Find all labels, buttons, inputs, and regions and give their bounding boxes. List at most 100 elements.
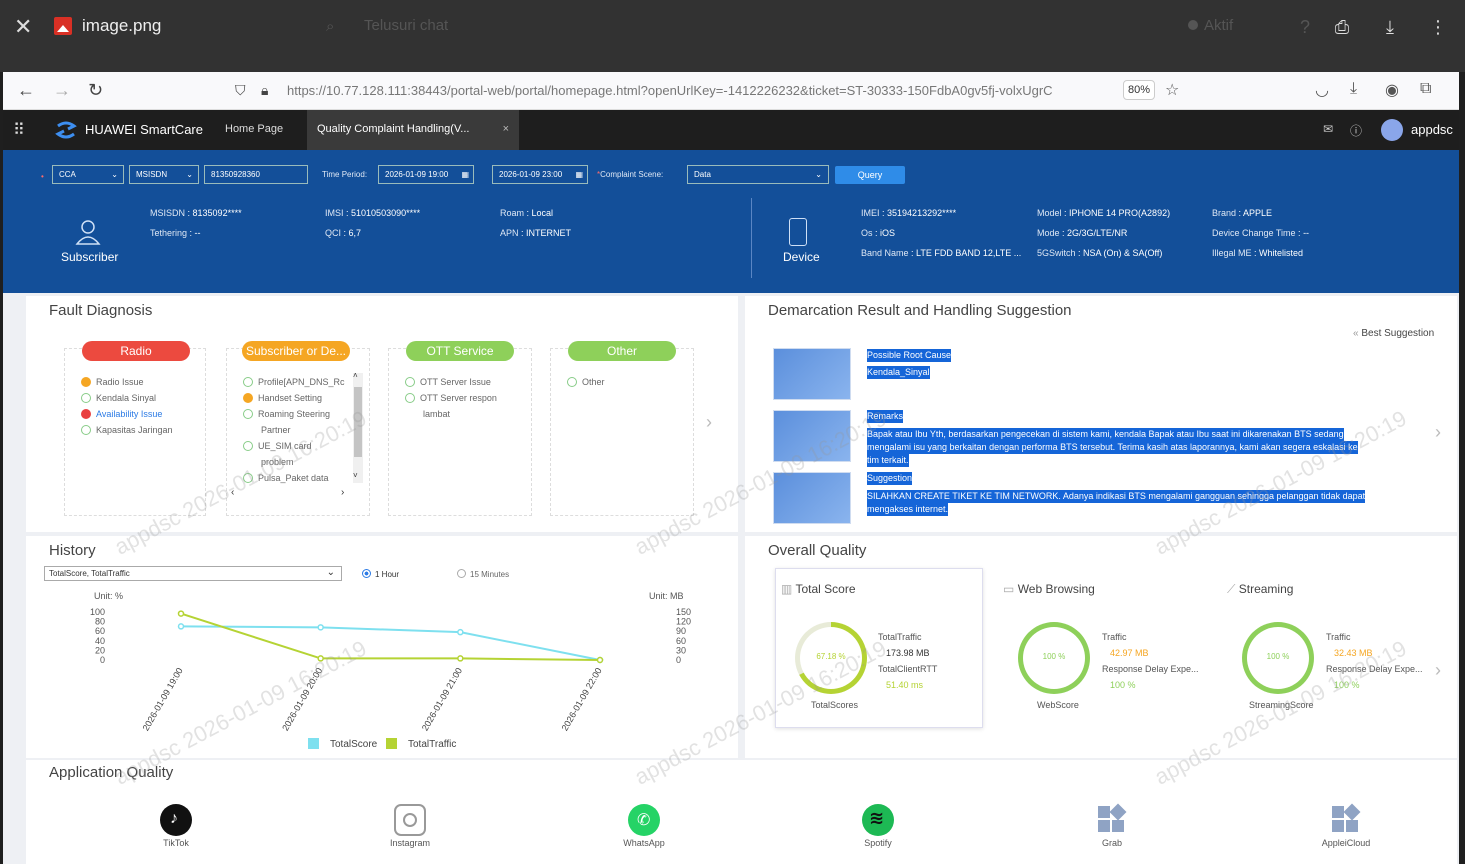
- next-arrow-icon[interactable]: ›: [706, 412, 712, 432]
- imsi-value: 51010503090****: [351, 208, 421, 218]
- data-point: [177, 610, 185, 617]
- trend-icon: ⟋: [1227, 582, 1236, 596]
- grab-icon[interactable]: [1096, 803, 1128, 836]
- quality-complaint-tab[interactable]: Quality Complaint Handling(V... ×: [307, 110, 519, 150]
- brand-info: Brand : APPLE: [1212, 208, 1273, 218]
- item-label: Roaming Steering: [258, 409, 331, 419]
- required-marker: •: [41, 172, 44, 181]
- item-label: Profile[APN_DNS_Rc: [258, 377, 345, 387]
- back-icon[interactable]: ←: [17, 80, 35, 100]
- radio-15minutes[interactable]: 15 Minutes: [457, 569, 509, 579]
- scroll-right-icon[interactable]: ›: [341, 487, 345, 498]
- time-from-input[interactable]: 2026-01-09 19:00 ▦: [378, 165, 474, 184]
- scroll-left-icon[interactable]: ‹: [231, 487, 235, 498]
- calendar-icon[interactable]: ▦: [461, 170, 469, 179]
- list-item: Kapasitas Jaringan: [81, 425, 173, 435]
- list-item: OTT Server respon: [405, 393, 497, 403]
- avatar[interactable]: [1381, 119, 1403, 141]
- pocket-icon[interactable]: ◡: [1315, 82, 1329, 99]
- list-item: Kendala Sinyal: [81, 393, 156, 403]
- time-to-input[interactable]: 2026-01-09 23:00 ▦: [492, 165, 588, 184]
- ott-service-pill[interactable]: OTT Service: [406, 341, 514, 361]
- close-tab-icon[interactable]: ×: [502, 123, 509, 135]
- item-label: UE_SIM card: [258, 441, 312, 451]
- download-icon[interactable]: ⤓: [1386, 17, 1394, 37]
- extensions-icon[interactable]: ⧉: [1420, 80, 1432, 97]
- whatsapp-icon[interactable]: ✆: [628, 804, 660, 836]
- spotify-icon[interactable]: ≋: [862, 804, 894, 836]
- image-viewer-bar: ✕ image.png ⌕ Telusuri chat Aktif ? ⎙ ⤓ …: [0, 0, 1465, 72]
- stream-traffic-key: Traffic: [1326, 632, 1351, 642]
- time-period-label: Time Period:: [322, 170, 368, 179]
- status-label: Aktif: [1204, 17, 1234, 34]
- metric-select-value: TotalScore, TotalTraffic: [49, 569, 130, 578]
- radio-1hour[interactable]: 1 Hour: [362, 569, 399, 579]
- mail-icon[interactable]: ✉: [1323, 122, 1334, 136]
- mode-key: Mode: [1037, 228, 1060, 238]
- instagram-icon[interactable]: [394, 804, 426, 836]
- remarks-illustration: [773, 410, 851, 462]
- msisdn-key: MSISDN: [150, 208, 186, 218]
- search-icon[interactable]: ⌕: [326, 18, 335, 35]
- list-item-cont: lambat: [423, 409, 451, 419]
- id-type-select[interactable]: MSISDN ⌄: [129, 165, 199, 184]
- tab-label: Quality Complaint Handling(V...: [317, 123, 470, 135]
- help-circle-icon[interactable]: ⓘ: [1350, 124, 1363, 138]
- complaint-scene-select[interactable]: Data ⌄: [687, 165, 829, 184]
- fault-diagnosis-panel: Fault Diagnosis Radio Issue Kendala Siny…: [26, 296, 738, 532]
- subscriber-device-pill[interactable]: Subscriber or De...: [242, 341, 350, 361]
- address-bar[interactable]: https://10.77.128.111:38443/portal-web/p…: [287, 83, 1053, 98]
- print-icon[interactable]: ⎙: [1334, 17, 1350, 37]
- account-icon[interactable]: ◉: [1385, 82, 1399, 99]
- vertical-scrollbar[interactable]: [353, 373, 363, 483]
- lock-icon[interactable]: 🔒︎: [261, 82, 269, 98]
- radio-pill[interactable]: Radio: [82, 341, 190, 361]
- next-arrow-icon[interactable]: ›: [1435, 422, 1441, 442]
- best-suggestion-label: Best Suggestion: [1361, 328, 1435, 339]
- shield-icon[interactable]: ⛉: [235, 82, 246, 98]
- query-button[interactable]: Query: [835, 166, 905, 184]
- msisdn-info: MSISDN : 8135092****: [150, 208, 242, 218]
- forward-icon[interactable]: →: [53, 80, 71, 100]
- web-delay-value: 100 %: [1110, 680, 1136, 690]
- image-file-icon: [54, 17, 72, 35]
- y-left-tick: 80: [95, 617, 105, 627]
- calendar-icon[interactable]: ▦: [575, 170, 583, 179]
- username[interactable]: appdsc: [1411, 122, 1453, 137]
- roam-value: Local: [531, 208, 554, 218]
- monitor-icon: ▭: [1003, 582, 1015, 596]
- close-icon[interactable]: ✕: [14, 14, 33, 39]
- imsi-key: IMSI: [325, 208, 344, 218]
- downloads-icon[interactable]: ⤓: [1350, 80, 1358, 97]
- msisdn-input[interactable]: 81350928360: [204, 165, 308, 184]
- suggestion-line: SILAHKAN CREATE TIKET KE TIM NETWORK. Ad…: [867, 490, 1366, 503]
- next-arrow-icon[interactable]: ›: [1435, 660, 1441, 680]
- item-label: Availability Issue: [96, 409, 163, 419]
- more-vert-icon[interactable]: ⋮: [1429, 17, 1447, 37]
- phone-icon: [789, 218, 807, 246]
- scroll-down-icon[interactable]: ˅: [353, 471, 358, 480]
- best-suggestion-toggle[interactable]: « Best Suggestion: [1353, 328, 1435, 339]
- bookmark-star-icon[interactable]: ☆: [1165, 82, 1180, 99]
- help-icon[interactable]: ?: [1299, 17, 1310, 37]
- list-item[interactable]: Availability Issue: [81, 409, 162, 419]
- region-select[interactable]: CCA ⌄: [52, 165, 124, 184]
- other-pill[interactable]: Other: [568, 341, 676, 361]
- apps-grid-icon[interactable]: ⠿: [13, 122, 25, 139]
- tiktok-icon[interactable]: ♪: [160, 804, 192, 836]
- metric-select[interactable]: TotalScore, TotalTraffic ⌄: [44, 566, 342, 581]
- roam-key: Roam: [500, 208, 525, 218]
- total-traffic-key: TotalTraffic: [878, 632, 922, 642]
- scroll-up-icon[interactable]: ˄: [353, 371, 358, 380]
- zoom-level[interactable]: 80%: [1123, 80, 1155, 100]
- stream-traffic-value: 32.43 MB: [1334, 648, 1373, 658]
- reload-icon[interactable]: ↻: [88, 80, 104, 100]
- appleicloud-icon[interactable]: [1330, 803, 1362, 836]
- data-point: [457, 628, 464, 636]
- search-chat-placeholder[interactable]: Telusuri chat: [364, 17, 449, 34]
- item-label: Handset Setting: [258, 393, 323, 403]
- data-point: [596, 656, 604, 664]
- home-page-tab[interactable]: Home Page: [225, 123, 284, 135]
- web-score-percent: 100 %: [1042, 652, 1066, 661]
- model-info: Model : IPHONE 14 PRO(A2892): [1037, 208, 1171, 218]
